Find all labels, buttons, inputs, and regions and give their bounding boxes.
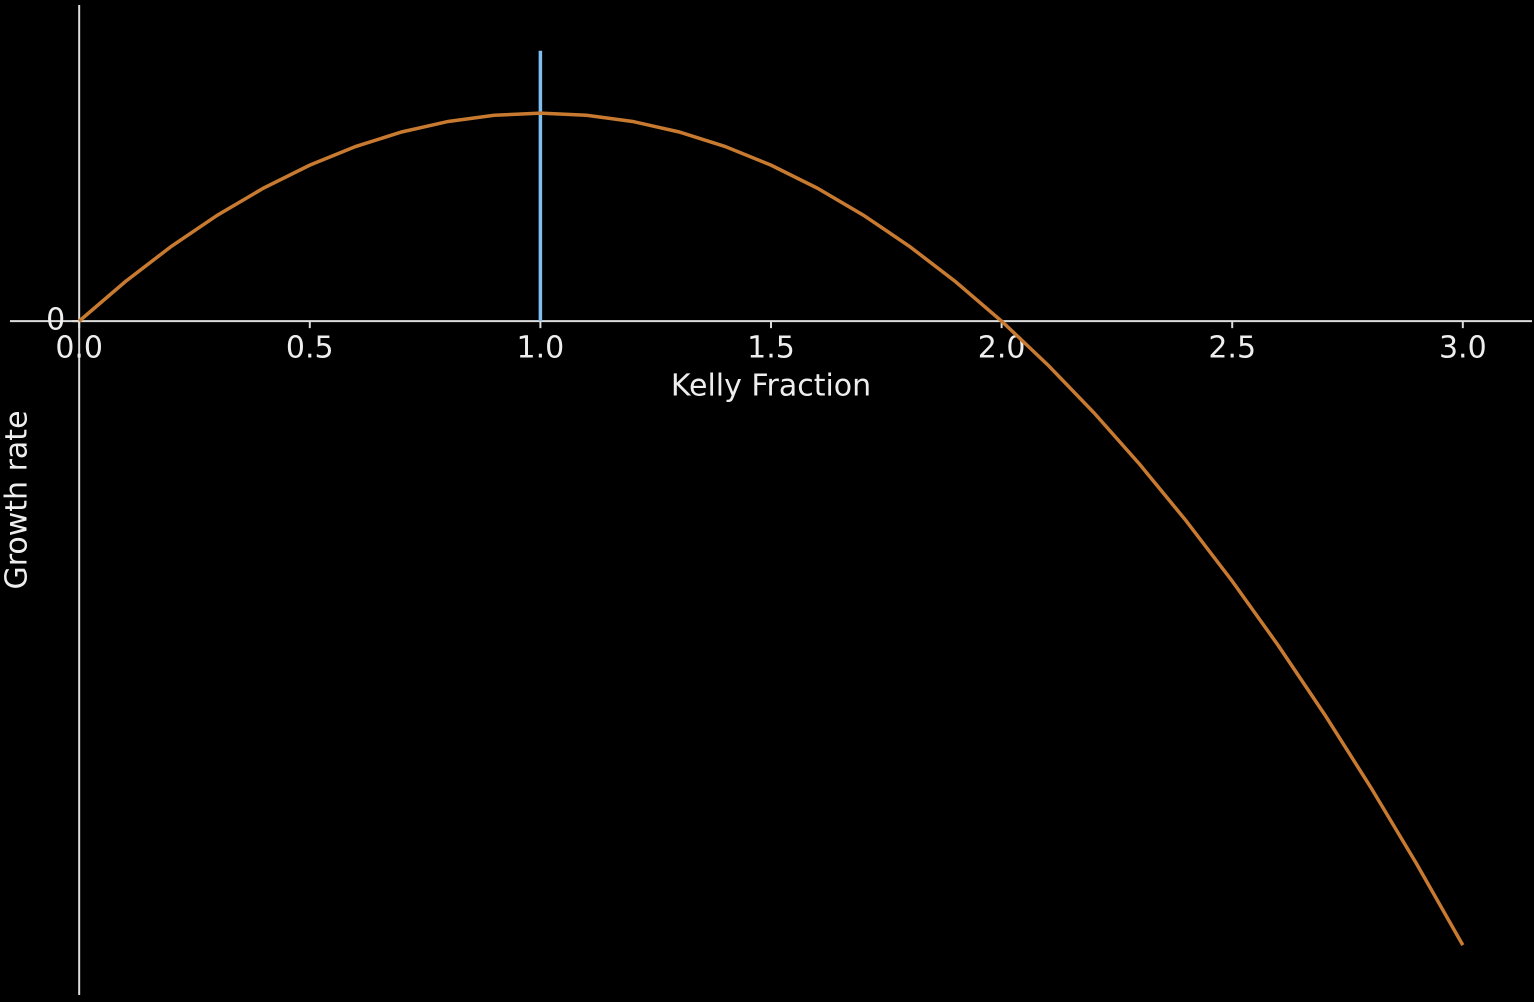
y-tick-label: 0 — [46, 303, 65, 338]
growth-curve — [78, 111, 1465, 946]
x-tick-label: 1.0 — [517, 331, 565, 366]
x-tick-label: 0.5 — [286, 331, 334, 366]
x-tick-label: 2.5 — [1208, 331, 1256, 366]
y-axis-label: Growth rate — [0, 410, 35, 589]
x-axis-label: Kelly Fraction — [671, 369, 871, 404]
x-tick-label: 1.5 — [747, 331, 795, 366]
x-tick-label: 3.0 — [1439, 331, 1487, 366]
x-tick-label: 0.0 — [55, 331, 103, 366]
